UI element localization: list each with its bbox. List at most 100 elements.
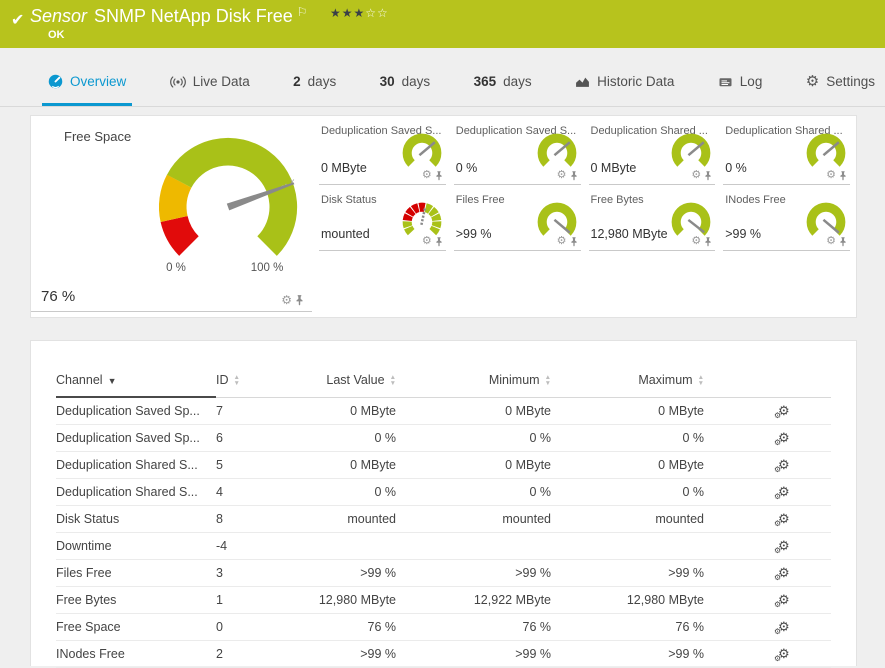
gear-icon[interactable]: ⚙ [281, 293, 292, 307]
tab-2-days-label: days [307, 74, 337, 89]
cell-last-value [276, 532, 396, 560]
cell-id: 3 [216, 559, 276, 587]
free-space-tile[interactable]: Free Space x 0 % 100 % 76 % ⚙ [31, 116, 312, 312]
tab-overview[interactable]: Overview [42, 60, 133, 106]
channel-settings-icon[interactable]: ⚙ ⚙ [774, 646, 790, 663]
tab-historic-data-label: Historic Data [597, 74, 675, 89]
cell-minimum: 12,922 MByte [396, 586, 551, 614]
column-header-maximum[interactable]: Maximum ▲ ▼ [551, 367, 704, 398]
tab-live-data[interactable]: Live Data [164, 60, 256, 106]
pin-icon[interactable] [570, 236, 578, 247]
tab-365-days[interactable]: 365 days [468, 60, 538, 106]
channel-tile-disk-status[interactable]: Disk Status mounted ⚙ [319, 185, 446, 251]
pin-icon[interactable] [435, 170, 443, 181]
cell-last-value: 0 MByte [276, 451, 396, 479]
table-row: Disk Status 8 mounted mounted mounted ⚙ ⚙ [56, 505, 831, 533]
tab-settings[interactable]: ⚙ Settings [800, 60, 881, 106]
gear-icon[interactable]: ⚙ [421, 235, 432, 247]
cell-channel: Deduplication Saved Sp... [56, 424, 216, 452]
cell-minimum: 0 % [396, 424, 551, 452]
cell-minimum: 0 % [396, 478, 551, 506]
cell-id: 4 [216, 478, 276, 506]
channel-settings-icon[interactable]: ⚙ ⚙ [774, 619, 790, 636]
channel-settings-icon[interactable]: ⚙ ⚙ [774, 484, 790, 501]
cell-maximum: >99 % [551, 640, 704, 668]
cell-last-value: 0 % [276, 478, 396, 506]
gear-icon[interactable]: ⚙ [421, 169, 432, 181]
sort-icon: ▲ ▼ [697, 374, 704, 387]
pin-icon[interactable] [435, 236, 443, 247]
tab-30-days[interactable]: 30 days [374, 60, 437, 106]
gear-icon[interactable]: ⚙ [556, 169, 567, 181]
gear-icon[interactable]: ⚙ [826, 235, 836, 247]
pin-icon[interactable] [704, 236, 712, 247]
cell-channel: Free Bytes [56, 586, 216, 614]
column-header-id[interactable]: ID ▲ ▼ [216, 367, 276, 398]
pin-icon[interactable] [570, 170, 578, 181]
channel-settings-icon[interactable]: ⚙ ⚙ [774, 511, 790, 528]
gauge-icon [48, 74, 63, 89]
tab-log[interactable]: Log [712, 60, 769, 106]
pin-icon[interactable] [295, 294, 304, 306]
channel-settings-icon[interactable]: ⚙ ⚙ [774, 592, 790, 609]
channel-tile-dedup-shared-pct[interactable]: Deduplication Shared ... 0 % ⚙ [723, 116, 850, 185]
gauge-max-marker: x [290, 177, 295, 188]
table-row: Free Bytes 1 12,980 MByte 12,922 MByte 1… [56, 586, 831, 614]
cell-id: 5 [216, 451, 276, 479]
free-space-gauge: x [158, 137, 298, 256]
priority-stars[interactable]: ★★★☆☆ [330, 6, 389, 20]
tab-365-days-num: 365 [473, 74, 497, 89]
table-row: Deduplication Saved Sp... 6 0 % 0 % 0 % … [56, 424, 831, 452]
channel-gauge [806, 202, 846, 236]
gauge-scale-min: 0 % [166, 262, 186, 274]
cell-maximum: 0 % [551, 478, 704, 506]
channel-value: 12,980 MByte [590, 227, 668, 241]
column-header-channel[interactable]: Channel ▼ [56, 367, 216, 398]
gear-icon[interactable]: ⚙ [691, 235, 702, 247]
channel-tile-dedup-saved-pct[interactable]: Deduplication Saved S... 0 % ⚙ [453, 116, 581, 185]
channel-tile-inodes-free[interactable]: INodes Free >99 % ⚙ [723, 185, 850, 251]
stars-empty[interactable]: ☆☆ [365, 6, 389, 20]
tab-historic-data[interactable]: Historic Data [569, 60, 680, 106]
cell-channel: Disk Status [56, 505, 216, 533]
channel-value: 0 MByte [321, 161, 367, 175]
column-header-minimum[interactable]: Minimum ▲ ▼ [396, 367, 551, 398]
channel-settings-icon[interactable]: ⚙ ⚙ [774, 457, 790, 474]
channel-settings-icon[interactable]: ⚙ ⚙ [774, 430, 790, 447]
cell-minimum: 0 MByte [396, 397, 551, 425]
channel-settings-icon[interactable]: ⚙ ⚙ [774, 402, 790, 420]
free-space-title: Free Space [64, 129, 132, 144]
pin-icon[interactable] [839, 170, 847, 181]
channel-settings-icon[interactable]: ⚙ ⚙ [774, 565, 790, 582]
channel-gauge [537, 133, 576, 167]
gear-icon[interactable]: ⚙ [691, 169, 702, 181]
status-badge: OK [48, 29, 65, 41]
cell-last-value: 12,980 MByte [276, 586, 396, 614]
tab-2-days-num: 2 [293, 74, 301, 89]
tab-settings-label: Settings [826, 74, 875, 89]
pin-icon[interactable] [839, 236, 847, 247]
gear-icon[interactable]: ⚙ [556, 235, 567, 247]
channel-tile-dedup-shared-space[interactable]: Deduplication Shared ... 0 MByte ⚙ [588, 116, 716, 185]
column-header-edit [704, 367, 831, 398]
flag-icon[interactable]: ⚐ [296, 5, 308, 19]
channel-title: Files Free [455, 194, 505, 206]
column-header-last-value[interactable]: Last Value ▲ ▼ [276, 367, 396, 398]
gear-icon[interactable]: ⚙ [826, 169, 836, 181]
cell-minimum [396, 532, 551, 560]
tab-30-days-num: 30 [379, 74, 395, 89]
broadcast-icon [169, 75, 186, 88]
cell-channel: INodes Free [56, 640, 216, 668]
tab-overview-label: Overview [70, 74, 127, 89]
free-space-value: 76 % [41, 288, 76, 305]
cell-channel: Files Free [56, 559, 216, 587]
tab-2-days[interactable]: 2 days [287, 60, 342, 106]
table-row: INodes Free 2 >99 % >99 % >99 % ⚙ ⚙ [56, 640, 831, 668]
channel-tile-files-free[interactable]: Files Free >99 % ⚙ [453, 185, 581, 251]
pin-icon[interactable] [704, 170, 712, 181]
stars-filled[interactable]: ★★★ [330, 6, 366, 20]
channel-settings-icon[interactable]: ⚙ ⚙ [774, 538, 790, 555]
cell-last-value: >99 % [276, 559, 396, 587]
channel-tile-dedup-saved-space[interactable]: Deduplication Saved S... 0 MByte ⚙ [319, 116, 446, 185]
channel-tile-free-bytes[interactable]: Free Bytes 12,980 MByte ⚙ [588, 185, 716, 251]
